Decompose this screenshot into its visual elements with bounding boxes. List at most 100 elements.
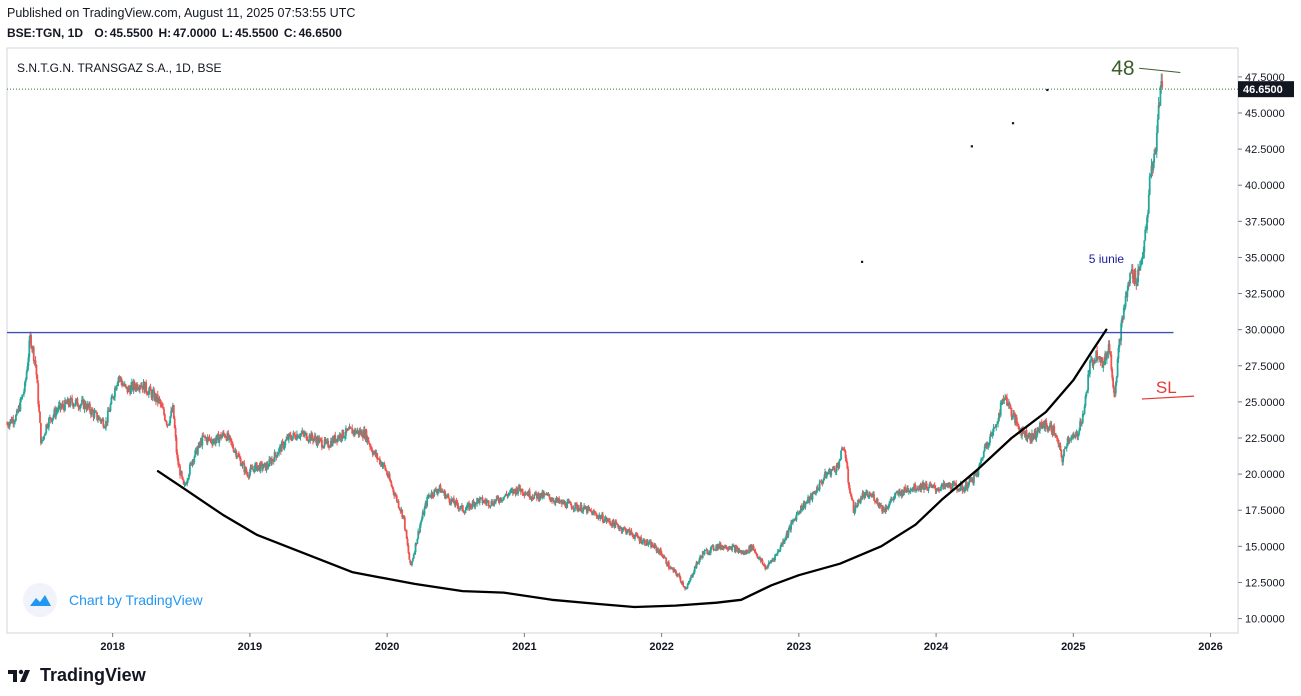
- candle-body: [943, 482, 946, 487]
- candle-body: [747, 552, 750, 554]
- candle-body: [433, 489, 436, 497]
- candle-body: [173, 418, 176, 428]
- candle-body: [266, 464, 269, 467]
- candle-body: [686, 584, 689, 588]
- candle-body: [816, 487, 819, 491]
- candle-body: [236, 456, 239, 458]
- candle-body: [1114, 382, 1117, 394]
- candle-body: [1113, 387, 1115, 393]
- candle-body: [282, 442, 285, 448]
- candle-body: [128, 386, 131, 389]
- candle-body: [164, 420, 167, 422]
- candle-body: [980, 459, 982, 464]
- candle-body: [1137, 269, 1139, 283]
- candle-body: [23, 391, 25, 395]
- candle-body: [25, 371, 28, 380]
- candle-body: [637, 537, 640, 539]
- candle-body: [1110, 354, 1113, 370]
- candle-body: [248, 472, 251, 477]
- candle-body: [603, 519, 606, 523]
- candle-body: [684, 588, 687, 590]
- candle-body: [856, 506, 859, 508]
- candle-body: [839, 459, 842, 461]
- candle-body: [933, 485, 936, 488]
- candle-body: [507, 494, 510, 497]
- candle-body: [886, 507, 889, 510]
- candle-body: [834, 471, 837, 473]
- candle-body: [707, 553, 710, 555]
- candle-body: [447, 495, 450, 499]
- candle-body: [620, 527, 623, 532]
- candle-body: [664, 557, 667, 559]
- candle-body: [1038, 430, 1040, 432]
- candle-body: [575, 502, 578, 505]
- candle-body: [573, 508, 576, 510]
- candle-body: [632, 534, 635, 538]
- trend-curve: [156, 328, 1108, 609]
- candle-body: [1039, 422, 1041, 431]
- candle-body: [385, 469, 388, 472]
- candle-body: [307, 440, 310, 442]
- candle-body: [670, 567, 673, 569]
- candle-body: [345, 428, 347, 436]
- watermark[interactable]: Chart by TradingView: [23, 583, 203, 617]
- candle-body: [158, 398, 161, 401]
- plot-area[interactable]: [6, 47, 1239, 634]
- watermark-badge: [23, 583, 57, 617]
- candle-body: [568, 501, 570, 503]
- candle-body: [96, 412, 98, 420]
- candle-body: [386, 471, 388, 475]
- candle-body: [867, 496, 870, 498]
- candle-body: [193, 456, 196, 462]
- candle-body: [168, 423, 171, 425]
- candle-body: [466, 504, 469, 509]
- candle-body: [1109, 351, 1112, 355]
- footer-brand[interactable]: TradingView: [8, 665, 146, 686]
- candle-body: [256, 466, 259, 471]
- candle-body: [162, 407, 165, 409]
- candle-body: [110, 397, 113, 405]
- candle-body: [770, 560, 773, 563]
- candle-body: [549, 497, 552, 501]
- candle-body: [222, 432, 225, 435]
- candle-body: [701, 551, 704, 558]
- candle-body: [90, 409, 93, 415]
- candle-body: [648, 541, 651, 544]
- candle-body: [731, 545, 734, 550]
- candle-body: [194, 450, 197, 457]
- candle-body: [774, 555, 776, 561]
- candle-body: [895, 492, 898, 494]
- candle-body: [60, 406, 63, 409]
- candle-body: [791, 520, 794, 523]
- candle-body: [39, 411, 41, 424]
- candle-body: [288, 433, 291, 435]
- candle-body: [417, 531, 420, 539]
- candle-body: [599, 515, 602, 520]
- candle-body: [322, 446, 325, 448]
- y-tick-label: 25.0000: [1245, 397, 1285, 409]
- candle-body: [147, 390, 150, 395]
- drawings: 46.6500 48 SL 5 iunie: [7, 57, 1294, 609]
- candle-body: [450, 499, 453, 504]
- candle-body: [113, 396, 115, 399]
- candle-body: [543, 493, 545, 497]
- candle-body: [609, 521, 611, 524]
- candle-body: [642, 540, 644, 544]
- candle-body: [843, 449, 846, 452]
- candle-body: [606, 520, 609, 522]
- candle-body: [502, 496, 505, 500]
- candle-body: [1087, 374, 1090, 391]
- candle-body: [655, 546, 658, 552]
- candle-body: [665, 557, 668, 564]
- candle-body: [370, 447, 373, 452]
- candle-body: [378, 458, 381, 465]
- candle-body: [706, 549, 709, 555]
- candle-body: [165, 421, 168, 425]
- candle-body: [1088, 373, 1090, 375]
- candle-body: [771, 560, 774, 562]
- candle-body: [753, 549, 756, 551]
- candle-body: [740, 550, 743, 554]
- candle-body: [271, 459, 273, 464]
- candle-body: [1071, 436, 1073, 438]
